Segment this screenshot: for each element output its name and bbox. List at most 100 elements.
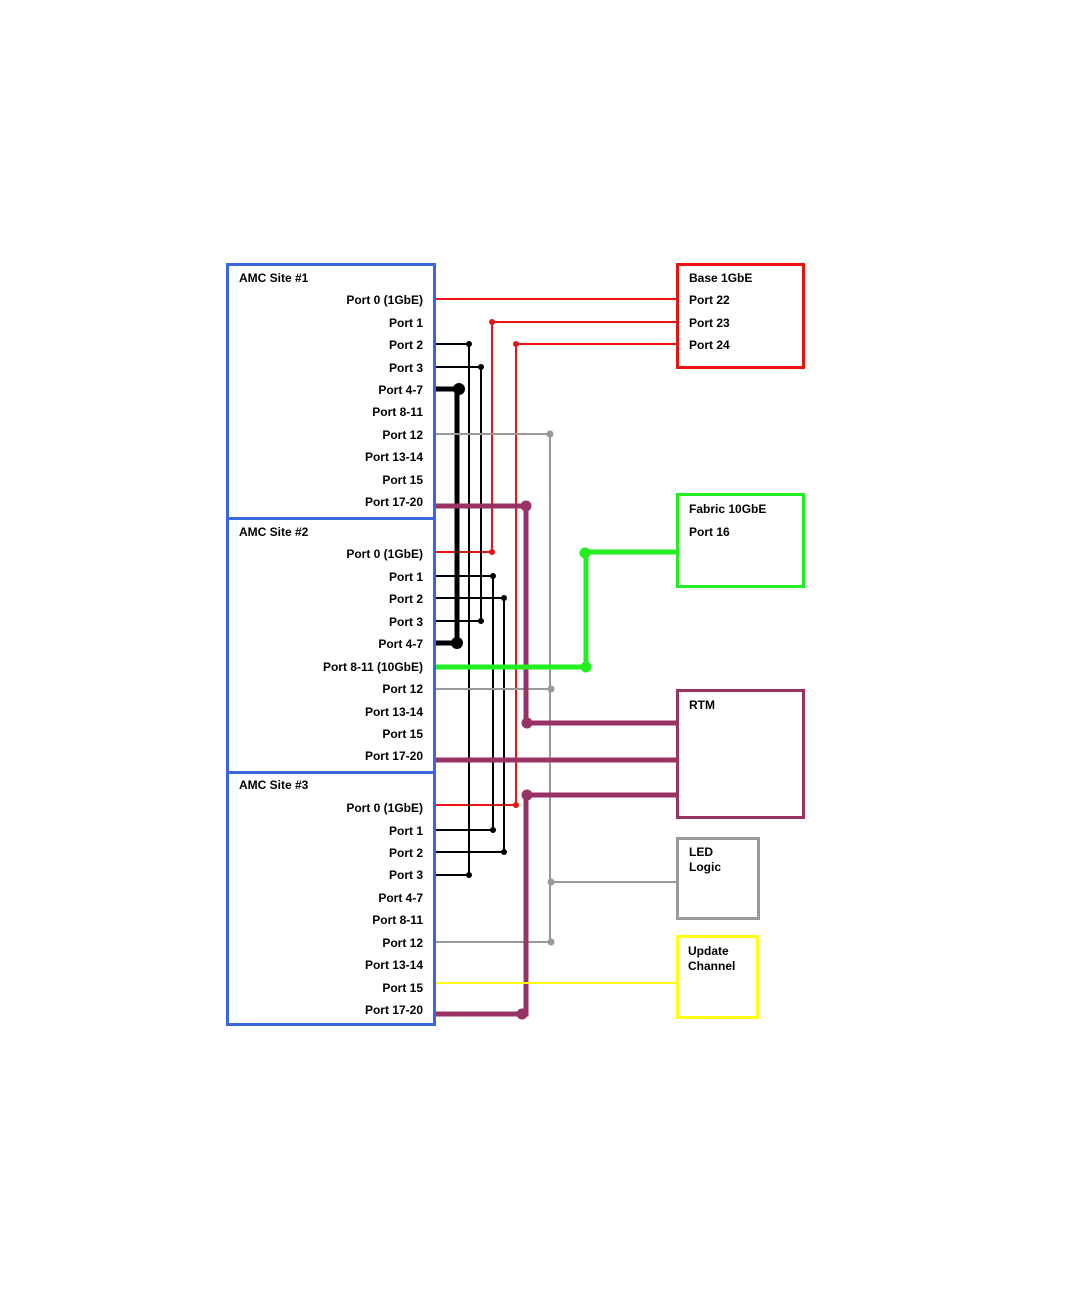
port-label: Port 4-7	[378, 383, 423, 397]
update-channel-box: Update Channel	[676, 935, 759, 1019]
port-label: Port 15	[382, 727, 423, 741]
port-label: Port 12	[382, 428, 423, 442]
port-label: Port 0 (1GbE)	[346, 293, 423, 307]
port-label: Port 12	[382, 682, 423, 696]
rtm-rect	[676, 689, 805, 819]
gray-dots	[546, 430, 555, 946]
port-label: Port 8-11	[372, 405, 423, 419]
black-dots	[451, 341, 507, 878]
amc-site-1: AMC Site #1 Port 0 (1GbE) Port 1 Port 2 …	[226, 263, 436, 520]
port-label: Port 3	[389, 868, 423, 882]
port-label: Port 3	[389, 615, 423, 629]
site1-port17-20-to-rtm	[435, 503, 677, 726]
junction-dot	[489, 549, 495, 555]
junction-dot	[547, 878, 555, 886]
port-label: Port 2	[389, 338, 423, 352]
junction-dot	[490, 573, 496, 579]
box-title: Logic	[689, 860, 721, 874]
junction-dot	[466, 872, 472, 878]
box-title: Update	[688, 944, 729, 958]
site-box	[226, 771, 436, 1026]
port-label: Port 24	[689, 338, 730, 352]
port-label: Port 4-7	[378, 891, 423, 905]
box-title: Channel	[688, 959, 735, 973]
junction-dot	[513, 802, 519, 808]
port-label: Port 12	[382, 936, 423, 950]
amc-site-3: AMC Site #3 Port 0 (1GbE) Port 1 Port 2 …	[226, 771, 436, 1026]
junction-dot	[546, 430, 554, 438]
box-title: Base 1GbE	[689, 271, 752, 285]
junction-dot	[501, 595, 507, 601]
purple-dots	[516, 500, 533, 1020]
fabric-box	[676, 493, 805, 588]
black-connections	[435, 343, 505, 876]
update-rect	[676, 935, 759, 1019]
rtm-box: RTM	[676, 689, 805, 819]
site2-port8-11-to-fabric-port16	[435, 549, 677, 670]
port-label: Port 17-20	[365, 749, 423, 763]
site1-port4-7-to-site2-port4-7	[435, 386, 460, 646]
port-label: Port 13-14	[365, 958, 423, 972]
port-label: Port 22	[689, 293, 730, 307]
port-label: Port 3	[389, 361, 423, 375]
site2-port0-to-base-port23	[435, 321, 677, 553]
site-title: AMC Site #3	[239, 778, 309, 792]
junction-dot	[501, 849, 507, 855]
junction-dot	[520, 500, 532, 512]
junction-dot	[513, 341, 519, 347]
port-label: Port 8-11 (10GbE)	[323, 660, 423, 674]
led-rect	[676, 837, 760, 920]
box-title: LED	[689, 845, 713, 859]
junction-dot	[579, 547, 591, 559]
junction-dot	[489, 319, 495, 325]
fabric-10gbe-box: Fabric 10GbE Port 16	[676, 493, 805, 588]
port-label: Port 16	[689, 525, 730, 539]
fabric-connection	[435, 549, 677, 670]
site1-port2-to-site3-port3	[435, 343, 470, 876]
junction-dot	[521, 789, 533, 801]
port-label: Port 4-7	[378, 637, 423, 651]
port-label: Port 15	[382, 473, 423, 487]
junction-dot	[453, 383, 465, 395]
junction-dot	[478, 364, 484, 370]
site-title: AMC Site #2	[239, 525, 309, 539]
port-label: Port 17-20	[365, 495, 423, 509]
site3-port17-20-to-rtm	[435, 792, 677, 1017]
site-title: AMC Site #1	[239, 271, 309, 285]
junction-dot	[478, 618, 484, 624]
junction-dot	[580, 661, 592, 673]
rtm-connections	[435, 503, 677, 1017]
port-label: Port 1	[389, 570, 423, 584]
port-label: Port 1	[389, 316, 423, 330]
site2-port2-to-site3-port2	[435, 597, 505, 853]
box-title: Fabric 10GbE	[689, 502, 766, 516]
port-label: Port 13-14	[365, 450, 423, 464]
base-connections	[435, 298, 677, 808]
site2-port1-to-site3-port1	[435, 575, 494, 831]
port-label: Port 23	[689, 316, 730, 330]
port-label: Port 13-14	[365, 705, 423, 719]
site3-port0-to-base-port24	[435, 343, 677, 806]
base-1gbe-box: Base 1GbE Port 22 Port 23 Port 24	[676, 263, 805, 369]
junction-dot	[547, 685, 555, 693]
port-label: Port 15	[382, 981, 423, 995]
box-title: RTM	[689, 698, 715, 712]
amc-site-2: AMC Site #2 Port 0 (1GbE) Port 1 Port 2 …	[226, 517, 436, 774]
led-logic-box: LED Logic	[676, 837, 760, 920]
port-label: Port 8-11	[372, 913, 423, 927]
junction-dot	[521, 717, 533, 729]
port-label: Port 0 (1GbE)	[346, 801, 423, 815]
port-label: Port 17-20	[365, 1003, 423, 1017]
junction-dot	[490, 827, 496, 833]
port-label: Port 1	[389, 824, 423, 838]
junction-dot	[466, 341, 472, 347]
junction-dot	[547, 938, 555, 946]
junction-dot	[516, 1008, 528, 1020]
led-connections	[435, 433, 677, 943]
port-label: Port 0 (1GbE)	[346, 547, 423, 561]
port-label: Port 2	[389, 592, 423, 606]
junction-dot	[451, 637, 463, 649]
base-box	[676, 263, 805, 369]
port-label: Port 2	[389, 846, 423, 860]
